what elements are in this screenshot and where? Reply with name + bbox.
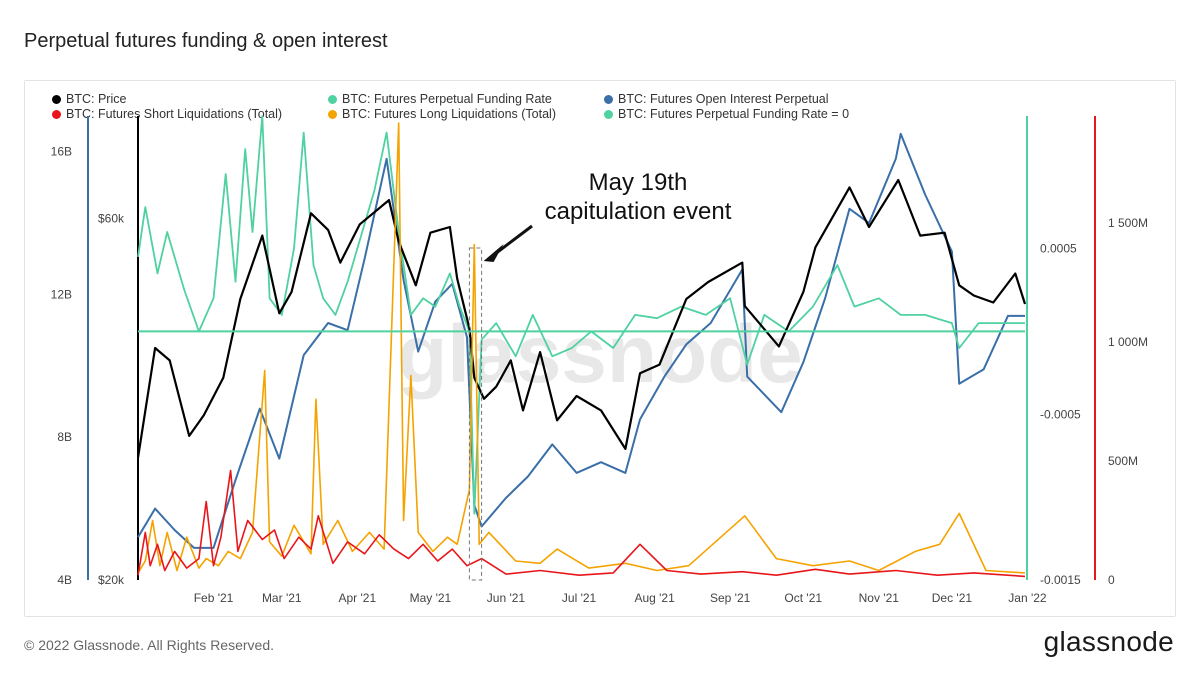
x-tick-label: Mar '21 xyxy=(262,591,302,605)
funding-tick-label: -0.0015 xyxy=(1040,573,1081,587)
series-line-funding xyxy=(137,115,1025,515)
x-tick-label: Dec '21 xyxy=(932,591,973,605)
watermark: glassnode xyxy=(397,309,803,400)
legend-dot-funding xyxy=(328,94,337,104)
liquidations-tick-label: 500M xyxy=(1108,454,1138,468)
x-tick-label: Jul '21 xyxy=(562,591,597,605)
series-line-open-interest xyxy=(137,132,1025,549)
legend-label: BTC: Futures Short Liquidations (Total) xyxy=(66,107,283,121)
x-tick-label: Nov '21 xyxy=(859,591,900,605)
price-tick-label: $60k xyxy=(98,212,125,226)
legend-item-funding-zero[interactable]: BTC: Futures Perpetual Funding Rate = 0 xyxy=(604,107,849,121)
x-tick-label: Jun '21 xyxy=(487,591,526,605)
legend-item-funding[interactable]: BTC: Futures Perpetual Funding Rate xyxy=(328,92,552,106)
x-tick-label: Feb '21 xyxy=(194,591,234,605)
annotation-text-line-1: May 19th xyxy=(589,169,688,196)
legend-dot-open-interest xyxy=(604,94,613,104)
x-tick-label: May '21 xyxy=(410,591,452,605)
legend-item-price[interactable]: BTC: Price xyxy=(52,92,126,106)
legend-dot-funding-zero xyxy=(604,109,613,119)
legend-label: BTC: Futures Open Interest Perpetual xyxy=(618,92,829,106)
funding-tick-label: -0.0005 xyxy=(1040,407,1081,421)
legend-label: BTC: Futures Long Liquidations (Total) xyxy=(342,107,556,121)
chart-frame xyxy=(24,80,1176,617)
annotation-layer: May 19th capitulation event xyxy=(468,169,732,581)
legend-label: BTC: Futures Perpetual Funding Rate = 0 xyxy=(618,107,850,121)
price-tick-label: $20k xyxy=(98,573,125,587)
liquidations-tick-label: 1 500M xyxy=(1108,216,1148,230)
open-interest-tick-label: 16B xyxy=(51,145,72,159)
copyright-text: © 2022 Glassnode. All Rights Reserved. xyxy=(24,637,275,653)
liquidations-tick-label: 0 xyxy=(1108,573,1115,587)
legend-label: BTC: Price xyxy=(66,92,127,106)
annotation-arrowhead xyxy=(483,244,504,262)
legend-dot-short-liquidations xyxy=(52,109,61,119)
annotation-arrow xyxy=(496,224,533,254)
legend-item-open-interest[interactable]: BTC: Futures Open Interest Perpetual xyxy=(604,92,829,106)
x-tick-label: Apr '21 xyxy=(338,591,376,605)
series-layer xyxy=(136,115,1027,578)
glassnode-logo: glassnode xyxy=(1043,626,1174,657)
series-line-short-liq xyxy=(137,469,1026,578)
legend-dot-price xyxy=(52,94,61,104)
page-title: Perpetual futures funding & open interes… xyxy=(24,30,388,52)
liquidations-tick-label: 1 000M xyxy=(1108,335,1148,349)
axes-layer: 4B 8B 12B 16B $20k $60k 0.0005 -0.0005 -0.0015 0 5… xyxy=(51,116,1148,605)
open-interest-tick-label: 8B xyxy=(57,430,72,444)
open-interest-tick-label: 12B xyxy=(51,287,72,301)
annotation-text-line-2: capitulation event xyxy=(545,198,732,225)
x-tick-label: Sep '21 xyxy=(710,591,751,605)
legend-item-long-liquidations[interactable]: BTC: Futures Long Liquidations (Total) xyxy=(328,107,556,121)
legend-dot-long-liquidations xyxy=(328,109,337,119)
legend-item-short-liquidations[interactable]: BTC: Futures Short Liquidations (Total) xyxy=(52,107,282,121)
funding-tick-label: 0.0005 xyxy=(1040,242,1077,256)
open-interest-tick-label: 4B xyxy=(57,573,72,587)
x-tick-label: Jan '22 xyxy=(1008,591,1047,605)
x-tick-label: Aug '21 xyxy=(634,591,675,605)
series-line-price xyxy=(136,178,1027,458)
legend-label: BTC: Futures Perpetual Funding Rate xyxy=(342,92,552,106)
x-tick-label: Oct '21 xyxy=(784,591,822,605)
annotation-box xyxy=(468,247,483,581)
